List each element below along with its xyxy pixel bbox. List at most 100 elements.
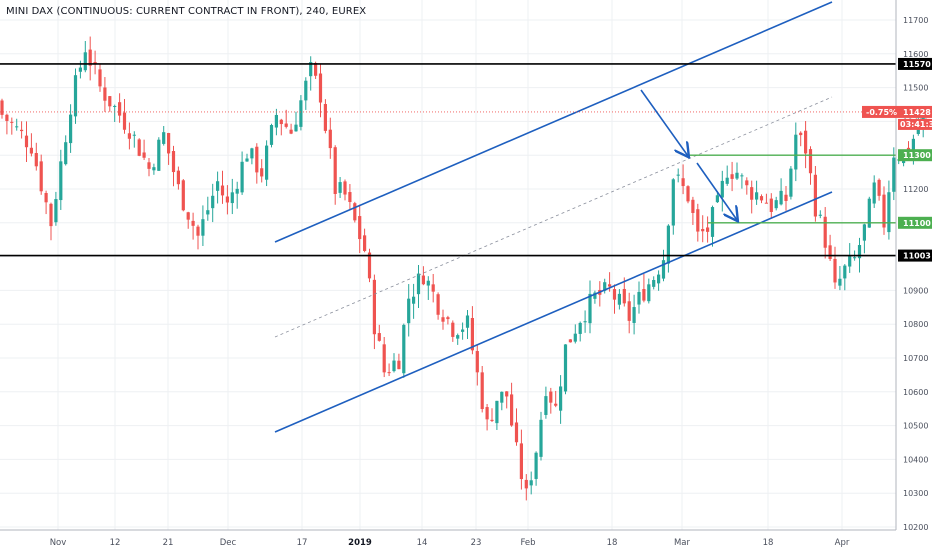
candle-body bbox=[534, 452, 538, 479]
candle-body bbox=[769, 198, 773, 212]
candle-body bbox=[20, 129, 24, 132]
candle-body bbox=[578, 322, 582, 334]
candle-body bbox=[461, 329, 465, 332]
x-tick-label: Feb bbox=[520, 538, 535, 548]
channel-upper-line bbox=[274, 1, 833, 243]
candle-body bbox=[892, 157, 896, 192]
x-tick-label: Mar bbox=[674, 538, 691, 548]
candle-body bbox=[387, 372, 391, 374]
candle-body bbox=[294, 124, 298, 132]
candle-body bbox=[514, 422, 519, 443]
channel-lower-line bbox=[274, 191, 833, 433]
candle-body bbox=[103, 87, 107, 101]
candle-body bbox=[789, 168, 793, 197]
candle-body bbox=[113, 105, 117, 107]
candle-body bbox=[367, 252, 372, 279]
candle-body bbox=[348, 192, 352, 203]
candle-body bbox=[608, 284, 612, 287]
candle-body bbox=[524, 479, 528, 489]
candle-body bbox=[701, 229, 705, 232]
candle-body bbox=[563, 344, 568, 392]
y-tick-label: 10900 bbox=[903, 286, 928, 295]
candle-body bbox=[412, 296, 416, 304]
y-tick-label: 10800 bbox=[903, 320, 928, 329]
candle-body bbox=[167, 133, 171, 154]
candle-body bbox=[882, 194, 886, 228]
candle-body bbox=[764, 202, 768, 204]
candle-body bbox=[333, 147, 337, 194]
candle-body bbox=[862, 224, 866, 241]
candle-body bbox=[323, 104, 327, 131]
candle-body bbox=[216, 181, 220, 191]
candle-body bbox=[696, 209, 700, 232]
y-tick-label: 10400 bbox=[903, 455, 928, 464]
candle-body bbox=[456, 335, 460, 339]
candle-body bbox=[24, 135, 29, 148]
candle-body bbox=[255, 146, 259, 173]
x-tick-label: 14 bbox=[417, 538, 428, 548]
candle-body bbox=[314, 62, 318, 76]
y-tick-label: 11200 bbox=[903, 185, 928, 194]
last-price-label: 11428 bbox=[903, 108, 931, 117]
candle-body bbox=[823, 216, 827, 248]
candle-body bbox=[78, 67, 82, 72]
level-tag-11003 bbox=[898, 249, 932, 262]
candle-body bbox=[235, 188, 239, 194]
chart-drawings bbox=[0, 1, 896, 433]
x-tick-label: Apr bbox=[835, 538, 850, 548]
candle-body bbox=[108, 96, 112, 107]
level-tag-label: 11570 bbox=[903, 60, 931, 69]
x-tick-label: Dec bbox=[220, 538, 237, 548]
candle-body bbox=[211, 195, 215, 209]
candle-body bbox=[519, 443, 523, 480]
candle-body bbox=[794, 134, 798, 170]
candle-body bbox=[358, 216, 362, 240]
y-tick-label: 10600 bbox=[903, 388, 928, 397]
candle-body bbox=[755, 192, 759, 200]
candle-body bbox=[549, 391, 553, 403]
candle-body bbox=[289, 129, 293, 134]
candle-body bbox=[730, 174, 734, 179]
y-tick-label: 11500 bbox=[903, 84, 928, 93]
candle-body bbox=[39, 161, 43, 192]
level-tag-11100 bbox=[898, 216, 932, 229]
x-tick-label: 17 bbox=[297, 538, 308, 548]
candle-body bbox=[622, 288, 626, 304]
candle-body bbox=[529, 480, 533, 486]
candle-body bbox=[10, 121, 14, 123]
y-tick-label: 11600 bbox=[903, 50, 928, 59]
candle-body bbox=[328, 129, 332, 149]
candle-body bbox=[647, 284, 651, 302]
candle-body bbox=[539, 419, 543, 457]
forecast-arrow bbox=[640, 89, 688, 156]
x-tick-label: 12 bbox=[110, 538, 121, 548]
candle-body bbox=[83, 52, 87, 71]
level-tag-11570 bbox=[898, 57, 932, 70]
candle-body bbox=[299, 100, 303, 127]
candle-body bbox=[691, 199, 695, 213]
candle-body bbox=[304, 80, 308, 101]
candle-body bbox=[265, 145, 269, 180]
candle-body bbox=[122, 112, 127, 130]
candle-body bbox=[911, 138, 915, 150]
x-tick-label: 18 bbox=[607, 538, 618, 548]
candle-body bbox=[176, 170, 180, 185]
candle-body bbox=[416, 273, 421, 295]
candle-body bbox=[470, 318, 474, 351]
candle-body bbox=[157, 139, 161, 171]
candle-body bbox=[710, 207, 715, 237]
candle-body bbox=[544, 396, 548, 415]
candle-body bbox=[554, 403, 558, 406]
candle-body bbox=[260, 168, 264, 177]
candle-body bbox=[706, 227, 710, 232]
candle-body bbox=[715, 195, 719, 203]
candle-body bbox=[559, 386, 563, 411]
candle-body bbox=[838, 278, 842, 286]
candle-body bbox=[436, 294, 440, 315]
candle-body bbox=[808, 149, 813, 174]
candle-body bbox=[617, 293, 621, 305]
candle-body bbox=[132, 134, 136, 136]
chart-grid bbox=[0, 0, 896, 530]
candle-body bbox=[853, 257, 857, 259]
